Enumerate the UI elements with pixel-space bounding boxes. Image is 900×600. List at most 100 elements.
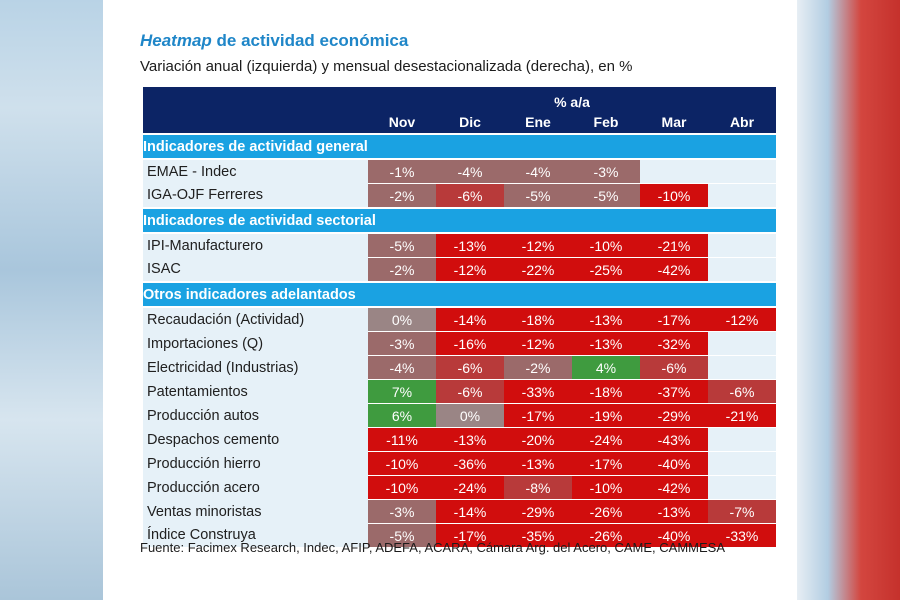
heatmap-cell: 6% xyxy=(368,403,436,428)
heatmap-cell: -2% xyxy=(368,257,436,282)
heatmap-cell: -4% xyxy=(504,158,572,184)
heatmap-cell: -29% xyxy=(504,499,572,524)
column-header-feb: Feb xyxy=(572,110,640,134)
chart-subtitle: Variación anual (izquierda) y mensual de… xyxy=(140,58,633,75)
table-row: ISAC -2% -12% -22% -25% -42% xyxy=(143,257,776,282)
heatmap-cell: -36% xyxy=(436,451,504,476)
row-label: EMAE - Indec xyxy=(143,159,368,184)
heatmap-cell: -6% xyxy=(708,379,776,404)
heatmap-cell: -6% xyxy=(436,379,504,404)
section-header: Otros indicadores adelantados xyxy=(143,281,776,308)
heatmap-cell: -8% xyxy=(504,475,572,500)
heatmap-cell: -10% xyxy=(368,475,436,500)
heatmap-cell xyxy=(640,158,708,184)
heatmap-cell: -1% xyxy=(368,158,436,184)
heatmap-cell: -6% xyxy=(640,355,708,380)
background-left xyxy=(0,0,103,600)
table-row: EMAE - Indec -1% -4% -4% -3% xyxy=(143,158,776,184)
heatmap-cell: -12% xyxy=(436,257,504,282)
column-header-row: Nov Dic Ene Feb Mar Abr xyxy=(143,110,776,134)
heatmap-cell: 0% xyxy=(436,403,504,428)
heatmap-cell: -19% xyxy=(572,403,640,428)
table-row: Electricidad (Industrias) -4% -6% -2% 4% -6% xyxy=(143,355,776,380)
table-row: IPI-Manufacturero -5% -13% -12% -10% -21% xyxy=(143,232,776,258)
heatmap-cell: 0% xyxy=(368,306,436,332)
heatmap-cell: -6% xyxy=(436,355,504,380)
section-title: Indicadores de actividad general xyxy=(143,133,776,160)
heatmap-cell: -10% xyxy=(572,475,640,500)
heatmap-cell: -16% xyxy=(436,331,504,356)
heatmap-cell: -18% xyxy=(504,306,572,332)
column-header-ene: Ene xyxy=(504,110,572,134)
row-label: Recaudación (Actividad) xyxy=(143,307,368,332)
heatmap-cell: -3% xyxy=(572,158,640,184)
heatmap-cell: -13% xyxy=(572,331,640,356)
heatmap-cell: -21% xyxy=(708,403,776,428)
column-header-nov: Nov xyxy=(368,110,436,134)
section-title: Otros indicadores adelantados xyxy=(143,281,776,308)
heatmap-cell: -40% xyxy=(640,523,708,547)
heatmap-cell: -14% xyxy=(436,499,504,524)
heatmap-cell: -12% xyxy=(708,306,776,332)
heatmap-cell: -21% xyxy=(640,232,708,258)
table-row: Patentamientos 7% -6% -33% -18% -37% -6% xyxy=(143,379,776,404)
heatmap-cell: -26% xyxy=(572,523,640,547)
heatmap-cell: -7% xyxy=(708,499,776,524)
heatmap-cell: -5% xyxy=(572,183,640,208)
heatmap-cell xyxy=(708,427,776,452)
heatmap-cell: -3% xyxy=(368,331,436,356)
header-blank xyxy=(143,87,368,110)
heatmap-cell xyxy=(708,331,776,356)
heatmap-cell: -22% xyxy=(504,257,572,282)
row-label: Despachos cemento xyxy=(143,427,368,452)
heatmap-cell: -18% xyxy=(572,379,640,404)
heatmap-cell: -33% xyxy=(708,523,776,547)
section-header: Indicadores de actividad general xyxy=(143,133,776,160)
column-header-mar: Mar xyxy=(640,110,708,134)
table-row: Importaciones (Q) -3% -16% -12% -13% -32% xyxy=(143,331,776,356)
heatmap-cell: -17% xyxy=(572,451,640,476)
heatmap-cell xyxy=(708,158,776,184)
row-label: Producción acero xyxy=(143,475,368,500)
table-row: Despachos cemento -11% -13% -20% -24% -43% xyxy=(143,427,776,452)
table-row: IGA-OJF Ferreres -2% -6% -5% -5% -10% xyxy=(143,183,776,208)
row-label: Ventas minoristas xyxy=(143,499,368,524)
row-label: Electricidad (Industrias) xyxy=(143,355,368,380)
heatmap-cell: -13% xyxy=(436,427,504,452)
chart-title: Heatmap de actividad económica xyxy=(140,31,408,51)
heatmap-cell: -33% xyxy=(504,379,572,404)
heatmap-cell: -43% xyxy=(640,427,708,452)
section-header: Indicadores de actividad sectorial xyxy=(143,207,776,234)
heatmap-cell xyxy=(708,257,776,282)
heatmap-cell: -24% xyxy=(572,427,640,452)
heatmap-cell: -2% xyxy=(504,355,572,380)
heatmap-cell xyxy=(708,232,776,258)
row-label: IGA-OJF Ferreres xyxy=(143,183,368,208)
heatmap-cell: -5% xyxy=(368,523,436,547)
table-row: Producción hierro -10% -36% -13% -17% -40% xyxy=(143,451,776,476)
heatmap-cell: -3% xyxy=(368,499,436,524)
table-row: Producción autos 6% 0% -17% -19% -29% -21% xyxy=(143,403,776,428)
column-header-dic: Dic xyxy=(436,110,504,134)
chart-title-rest: de actividad económica xyxy=(211,31,409,50)
background-right xyxy=(797,0,900,600)
heatmap-cell: -42% xyxy=(640,257,708,282)
heatmap-cell: -13% xyxy=(640,499,708,524)
heatmap-cell: -17% xyxy=(640,306,708,332)
row-label: Patentamientos xyxy=(143,379,368,404)
table-row: Producción acero -10% -24% -8% -10% -42% xyxy=(143,475,776,500)
table-row: Recaudación (Actividad) 0% -14% -18% -13% -17… xyxy=(143,306,776,332)
heatmap-cell: -10% xyxy=(640,183,708,208)
section-title: Indicadores de actividad sectorial xyxy=(143,207,776,234)
heatmap-cell: -37% xyxy=(640,379,708,404)
row-label: Producción autos xyxy=(143,403,368,428)
source-note: Fuente: Facimex Research, Indec, AFIP, A… xyxy=(140,540,725,555)
heatmap-cell: -6% xyxy=(436,183,504,208)
heatmap-cell: -11% xyxy=(368,427,436,452)
heatmap-cell: -25% xyxy=(572,257,640,282)
heatmap-cell: -20% xyxy=(504,427,572,452)
heatmap-cell: 7% xyxy=(368,379,436,404)
heatmap-cell: -4% xyxy=(436,158,504,184)
row-label: Producción hierro xyxy=(143,451,368,476)
heatmap-cell: -5% xyxy=(368,232,436,258)
